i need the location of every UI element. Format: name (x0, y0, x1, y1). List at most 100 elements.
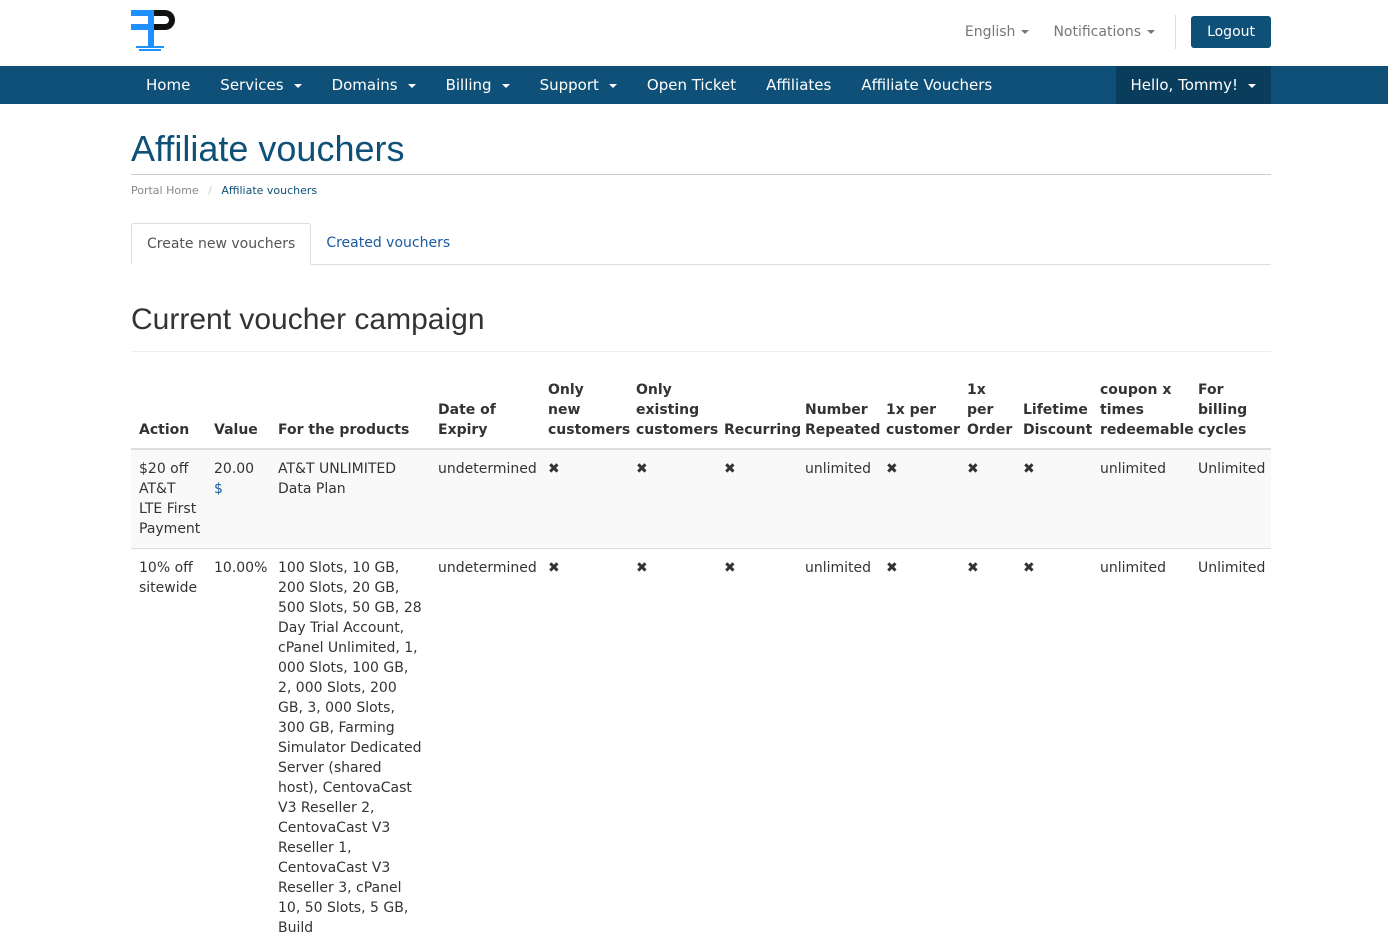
cell-per_order: ✖ (959, 549, 1015, 947)
divider (1175, 15, 1176, 49)
language-label: English (965, 24, 1016, 40)
cell-lifetime: ✖ (1015, 449, 1092, 549)
nav-item-affiliates[interactable]: Affiliates (751, 66, 846, 104)
cell-only_existing: ✖ (628, 449, 716, 549)
cell-cycles: Unlimited (1190, 549, 1271, 947)
caret-down-icon (294, 84, 302, 88)
x-icon: ✖ (724, 560, 736, 576)
column-header: Number Repeated (797, 380, 878, 449)
notifications-label: Notifications (1053, 24, 1141, 40)
notifications-dropdown[interactable]: Notifications (1041, 24, 1167, 40)
nav-item-open-ticket[interactable]: Open Ticket (632, 66, 751, 104)
column-header: Lifetime Discount (1015, 380, 1092, 449)
x-icon: ✖ (1023, 461, 1035, 477)
nav-item-label: Domains (332, 76, 398, 94)
cell-text: undetermined (438, 560, 537, 576)
cell-redeemable: unlimited (1092, 449, 1190, 549)
cell-repeated: unlimited (797, 549, 878, 947)
cell-only_existing: ✖ (628, 549, 716, 947)
logo[interactable] (131, 8, 181, 54)
tab-created-vouchers[interactable]: Created vouchers (311, 223, 465, 264)
cell-text: 20.00 (214, 461, 254, 477)
nav-item-home[interactable]: Home (131, 66, 205, 104)
tab-create-new-vouchers[interactable]: Create new vouchers (131, 223, 311, 265)
cell-repeated: unlimited (797, 449, 878, 549)
currency-symbol: $ (214, 481, 223, 497)
column-header: For billing cycles (1190, 380, 1271, 449)
cell-text: unlimited (1100, 560, 1166, 576)
cell-per_customer: ✖ (878, 549, 959, 947)
nav-item-label: Billing (446, 76, 492, 94)
x-icon: ✖ (724, 461, 736, 477)
cell-redeemable: unlimited (1092, 549, 1190, 947)
cell-text: 10% off sitewide (139, 560, 197, 596)
caret-down-icon (609, 84, 617, 88)
column-header: 1x per customer (878, 380, 959, 449)
column-header: Recurring (716, 380, 797, 449)
x-icon: ✖ (1023, 560, 1035, 576)
user-menu[interactable]: Hello, Tommy! (1116, 66, 1271, 104)
x-icon: ✖ (886, 461, 898, 477)
nav-item-label: Open Ticket (647, 76, 736, 94)
x-icon: ✖ (548, 461, 560, 477)
column-header: Only existing customers (628, 380, 716, 449)
cell-per_order: ✖ (959, 449, 1015, 549)
nav-item-services[interactable]: Services (205, 66, 316, 104)
breadcrumb-current: Affiliate vouchers (221, 184, 317, 197)
cell-lifetime: ✖ (1015, 549, 1092, 947)
cell-text: undetermined (438, 461, 537, 477)
cell-text: Unlimited (1198, 560, 1265, 576)
nav-item-domains[interactable]: Domains (317, 66, 431, 104)
nav-item-affiliate-vouchers[interactable]: Affiliate Vouchers (846, 66, 1007, 104)
caret-down-icon (1021, 30, 1029, 34)
cell-recurring: ✖ (716, 449, 797, 549)
breadcrumb-portal-home[interactable]: Portal Home (131, 184, 199, 197)
breadcrumb: Portal Home / Affiliate vouchers (131, 184, 1271, 197)
page-title: Affiliate vouchers (131, 128, 1271, 175)
table-row: $20 off AT&T LTE First Payment 20.00 $ AT&T… (131, 449, 1271, 549)
nav-item-label: Affiliates (766, 76, 831, 94)
column-header: Action (131, 380, 206, 449)
column-header: 1x per Order (959, 380, 1015, 449)
cell-value: 20.00 $ (206, 449, 270, 549)
cell-only_new: ✖ (540, 549, 628, 947)
top-header: English Notifications Logout (0, 0, 1388, 66)
section-title: Current voucher campaign (131, 303, 1271, 352)
cell-text: $20 off AT&T LTE First Payment (139, 461, 200, 537)
x-icon: ✖ (886, 560, 898, 576)
x-icon: ✖ (967, 560, 979, 576)
cell-text: AT&T UNLIMITED Data Plan (278, 461, 396, 497)
x-icon: ✖ (636, 461, 648, 477)
tabs: Create new vouchers Created vouchers (131, 223, 1271, 265)
language-dropdown[interactable]: English (953, 24, 1042, 40)
caret-down-icon (502, 84, 510, 88)
x-icon: ✖ (967, 461, 979, 477)
cell-action: 10% off sitewide (131, 549, 206, 947)
column-header: Only new customers (540, 380, 628, 449)
cell-text: unlimited (805, 461, 871, 477)
cell-text: 100 Slots, 10 GB, 200 Slots, 20 GB, 500 … (278, 560, 422, 936)
column-header: Date of Expiry (430, 380, 540, 449)
cell-text: unlimited (805, 560, 871, 576)
caret-down-icon (1147, 30, 1155, 34)
nav-item-support[interactable]: Support (525, 66, 632, 104)
logout-button[interactable]: Logout (1191, 16, 1271, 48)
cell-recurring: ✖ (716, 549, 797, 947)
cell-action: $20 off AT&T LTE First Payment (131, 449, 206, 549)
caret-down-icon (1248, 84, 1256, 88)
caret-down-icon (408, 84, 416, 88)
cell-value: 10.00% (206, 549, 270, 947)
cell-expiry: undetermined (430, 449, 540, 549)
column-header: For the products (270, 380, 430, 449)
cell-expiry: undetermined (430, 549, 540, 947)
x-icon: ✖ (636, 560, 648, 576)
cell-text: Unlimited (1198, 461, 1265, 477)
nav-item-label: Affiliate Vouchers (861, 76, 992, 94)
nav-item-billing[interactable]: Billing (431, 66, 525, 104)
cell-text: unlimited (1100, 461, 1166, 477)
cell-cycles: Unlimited (1190, 449, 1271, 549)
x-icon: ✖ (548, 560, 560, 576)
nav-item-label: Support (540, 76, 599, 94)
